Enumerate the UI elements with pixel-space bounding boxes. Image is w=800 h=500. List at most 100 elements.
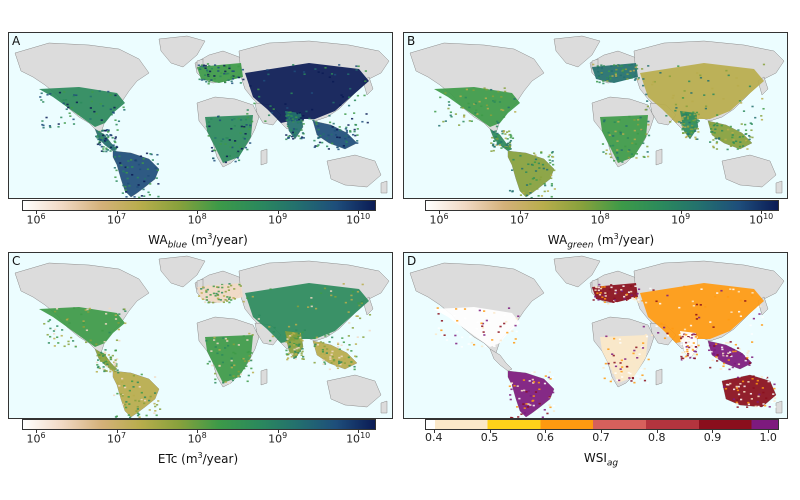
colorbar-tick-label: 108 [187,431,207,446]
data-region-europe [197,283,243,303]
land-greenland [158,255,206,288]
colorbar-tick-label: 0.7 [592,431,610,444]
data-region-southAmerica [508,151,554,197]
land-madagascar [260,368,268,386]
raster-speckle [434,63,766,198]
colorbar-tick-label: 0.9 [703,431,722,444]
colorbar-c [22,419,376,430]
colorbar-tick-label: 109 [268,431,288,446]
colorbar-b [425,200,779,211]
data-region-africa [600,115,648,163]
colorbar-tick [197,429,199,433]
colorbar-tick-label: 106 [26,212,46,227]
land-nz [380,180,388,194]
data-region-northAmerica [39,87,125,127]
colorbar-title: WAgreen (m3/year) [547,232,655,251]
data-region-northAmerica [39,307,125,347]
colorbar-tick [36,210,38,214]
panel-letter: A [12,34,21,48]
map-panel-d: D [403,252,788,419]
map-panel-a: A [8,32,393,199]
colorbar-tick [545,429,547,433]
colorbar-tick-label: 1010 [346,431,371,446]
colorbar-tick-label: 0.8 [647,431,666,444]
colorbar-tick [600,210,602,214]
land-madagascar [655,368,663,386]
land-greenland [553,35,601,68]
land-greenland [553,255,601,288]
land-nz [775,180,783,194]
world-map [409,35,785,198]
colorbar-tick [197,210,199,214]
colorbar-tick [439,210,441,214]
colorbar-tick [680,210,682,214]
colorbar-title: ETc (m3/year) [157,451,239,466]
map-panel-b: B [403,32,788,199]
panel-letter: C [12,254,21,268]
world-map [14,35,390,198]
colorbar-tick [768,429,770,433]
colorbar-tick [358,210,360,214]
colorbar-tick-label: 106 [429,212,449,227]
colorbar-tick [656,429,658,433]
map-panel-c: C [8,252,393,419]
panel-letter: D [407,254,417,268]
data-region-africa [205,335,253,383]
land-madagascar [655,148,663,166]
colorbar-tick [489,429,491,433]
raster-speckle [39,63,369,198]
colorbar-title: WSIag [583,451,619,469]
colorbar-tick-label: 108 [590,212,610,227]
data-region-asia [640,63,764,123]
data-region-northAmerica [434,87,520,127]
data-region-africa [600,335,648,383]
world-map [409,255,785,418]
colorbar-tick-label: 109 [268,212,288,227]
raster-speckle [434,283,777,418]
colorbar-title: WAblue (m3/year) [148,232,248,251]
land-australia [326,374,382,408]
colorbar-tick-label: 1.0 [759,431,777,444]
land-australia [326,154,382,188]
colorbar-tick [116,210,118,214]
colorbar-tick-label: 107 [107,431,127,446]
colorbar-tick [36,429,38,433]
colorbar-d [425,419,779,430]
land-centralAmerica [489,348,513,372]
colorbar-tick-label: 107 [510,212,530,227]
colorbar-tick [712,429,714,433]
colorbar-tick-label: 0.4 [425,431,443,444]
colorbar-tick [358,429,360,433]
data-region-southAmerica [113,151,159,197]
colorbar-tick-label: 106 [26,431,46,446]
colorbar-tick-label: 108 [187,212,207,227]
colorbar-tick-label: 109 [671,212,691,227]
data-region-southAmerica [508,371,554,417]
colorbar-tick [519,210,521,214]
panel-letter: B [407,34,416,48]
data-region-australia [722,375,776,407]
colorbar-tick-label: 107 [107,212,127,227]
colorbar-tick [433,429,435,433]
data-region-asia [640,283,764,343]
colorbar-tick-label: 1010 [346,212,371,227]
world-map [14,255,390,418]
data-region-northAmerica [434,307,520,347]
land-nz [380,400,388,414]
raster-speckle [43,283,372,418]
land-madagascar [260,148,268,166]
data-region-southAmerica [113,371,159,417]
colorbar-tick-label: 1010 [749,212,774,227]
land-greenland [158,35,206,68]
colorbar-tick [761,210,763,214]
colorbar-tick [116,429,118,433]
colorbar-a [22,200,376,211]
data-region-asia [245,283,369,343]
colorbar-tick [277,429,279,433]
colorbar-tick [601,429,602,433]
colorbar-tick [277,210,279,214]
colorbar-tick-label: 0.5 [480,431,499,444]
colorbar-tick-label: 0.6 [536,431,555,444]
data-region-seasia [313,341,357,369]
land-australia [721,154,777,188]
